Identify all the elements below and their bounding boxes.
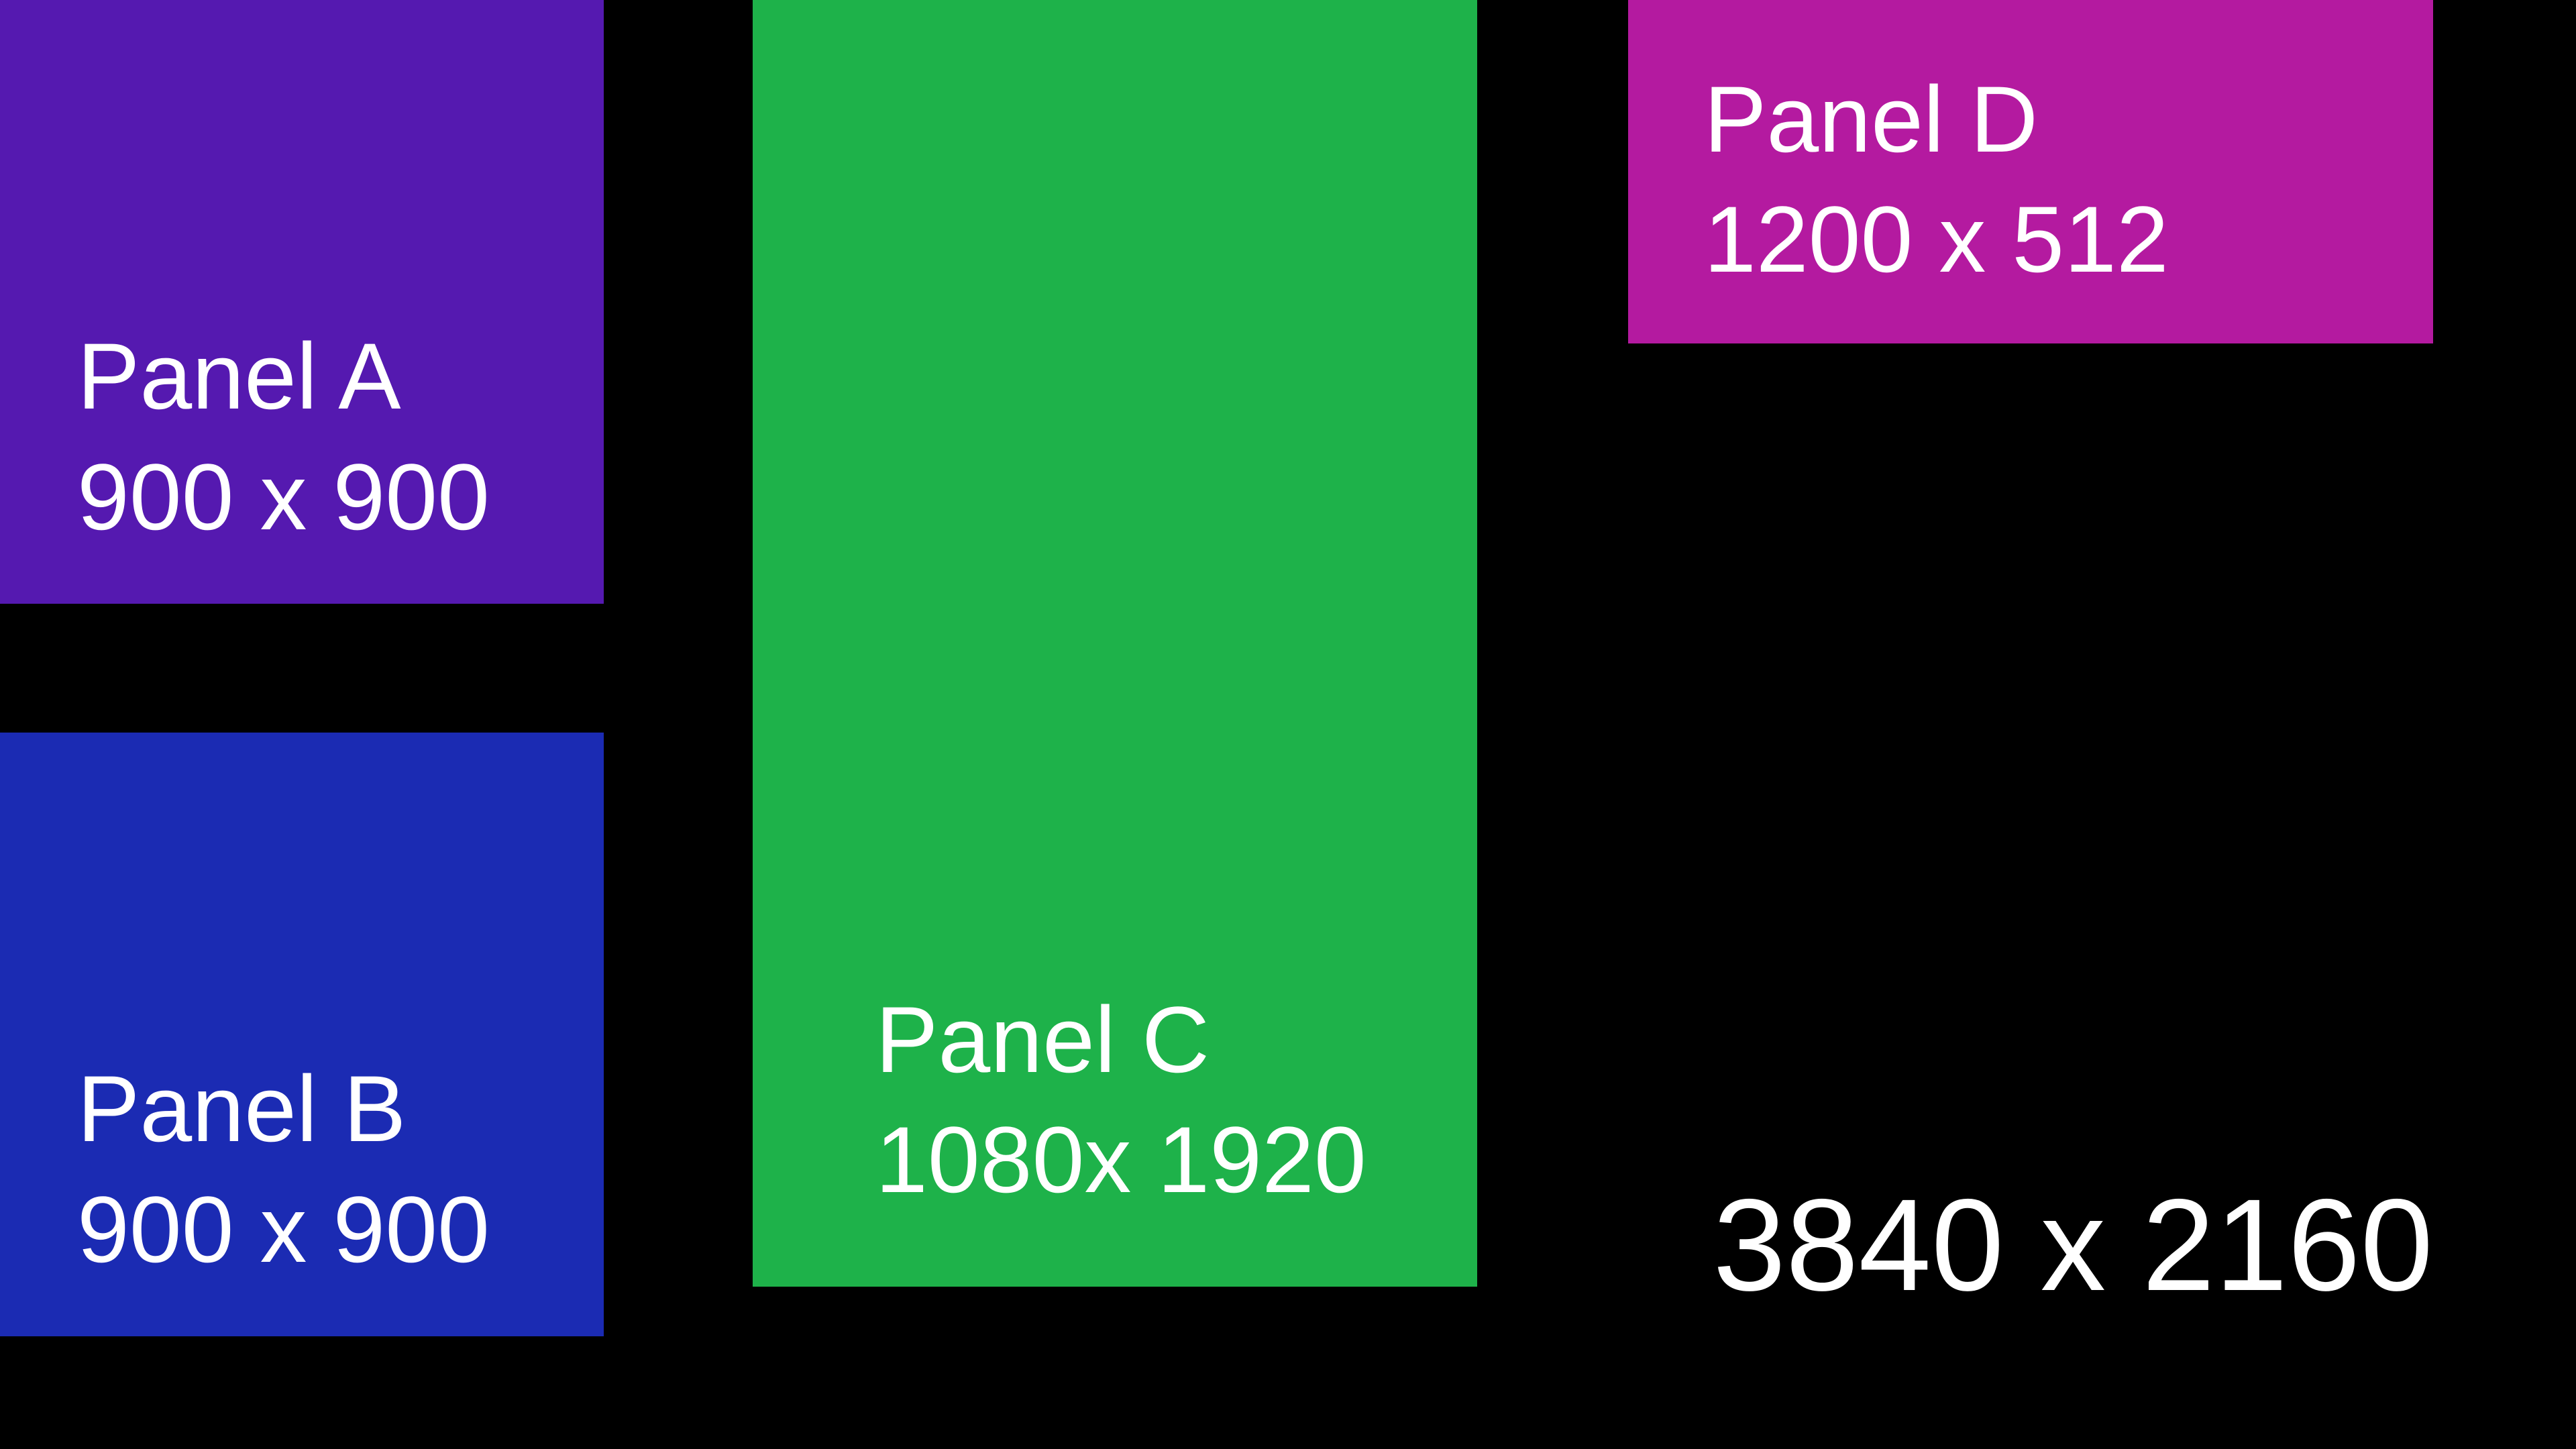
panel-d-size: 1200 x 512	[1704, 186, 2169, 292]
panel-c: Panel C 1080x 1920	[753, 0, 1477, 1287]
panel-a-size: 900 x 900	[77, 444, 490, 549]
panel-b-title: Panel B	[77, 1056, 407, 1161]
panel-c-size: 1080x 1920	[875, 1107, 1366, 1212]
screen-size-label: 3840 x 2160	[1713, 1172, 2433, 1318]
panel-b-size: 900 x 900	[77, 1177, 490, 1282]
panel-d: Panel D 1200 x 512	[1628, 0, 2433, 343]
panel-d-title: Panel D	[1704, 66, 2039, 172]
panel-b: Panel B 900 x 900	[0, 733, 604, 1336]
panel-a-title: Panel A	[77, 323, 401, 429]
panel-c-title: Panel C	[875, 987, 1210, 1092]
panel-a: Panel A 900 x 900	[0, 0, 604, 604]
